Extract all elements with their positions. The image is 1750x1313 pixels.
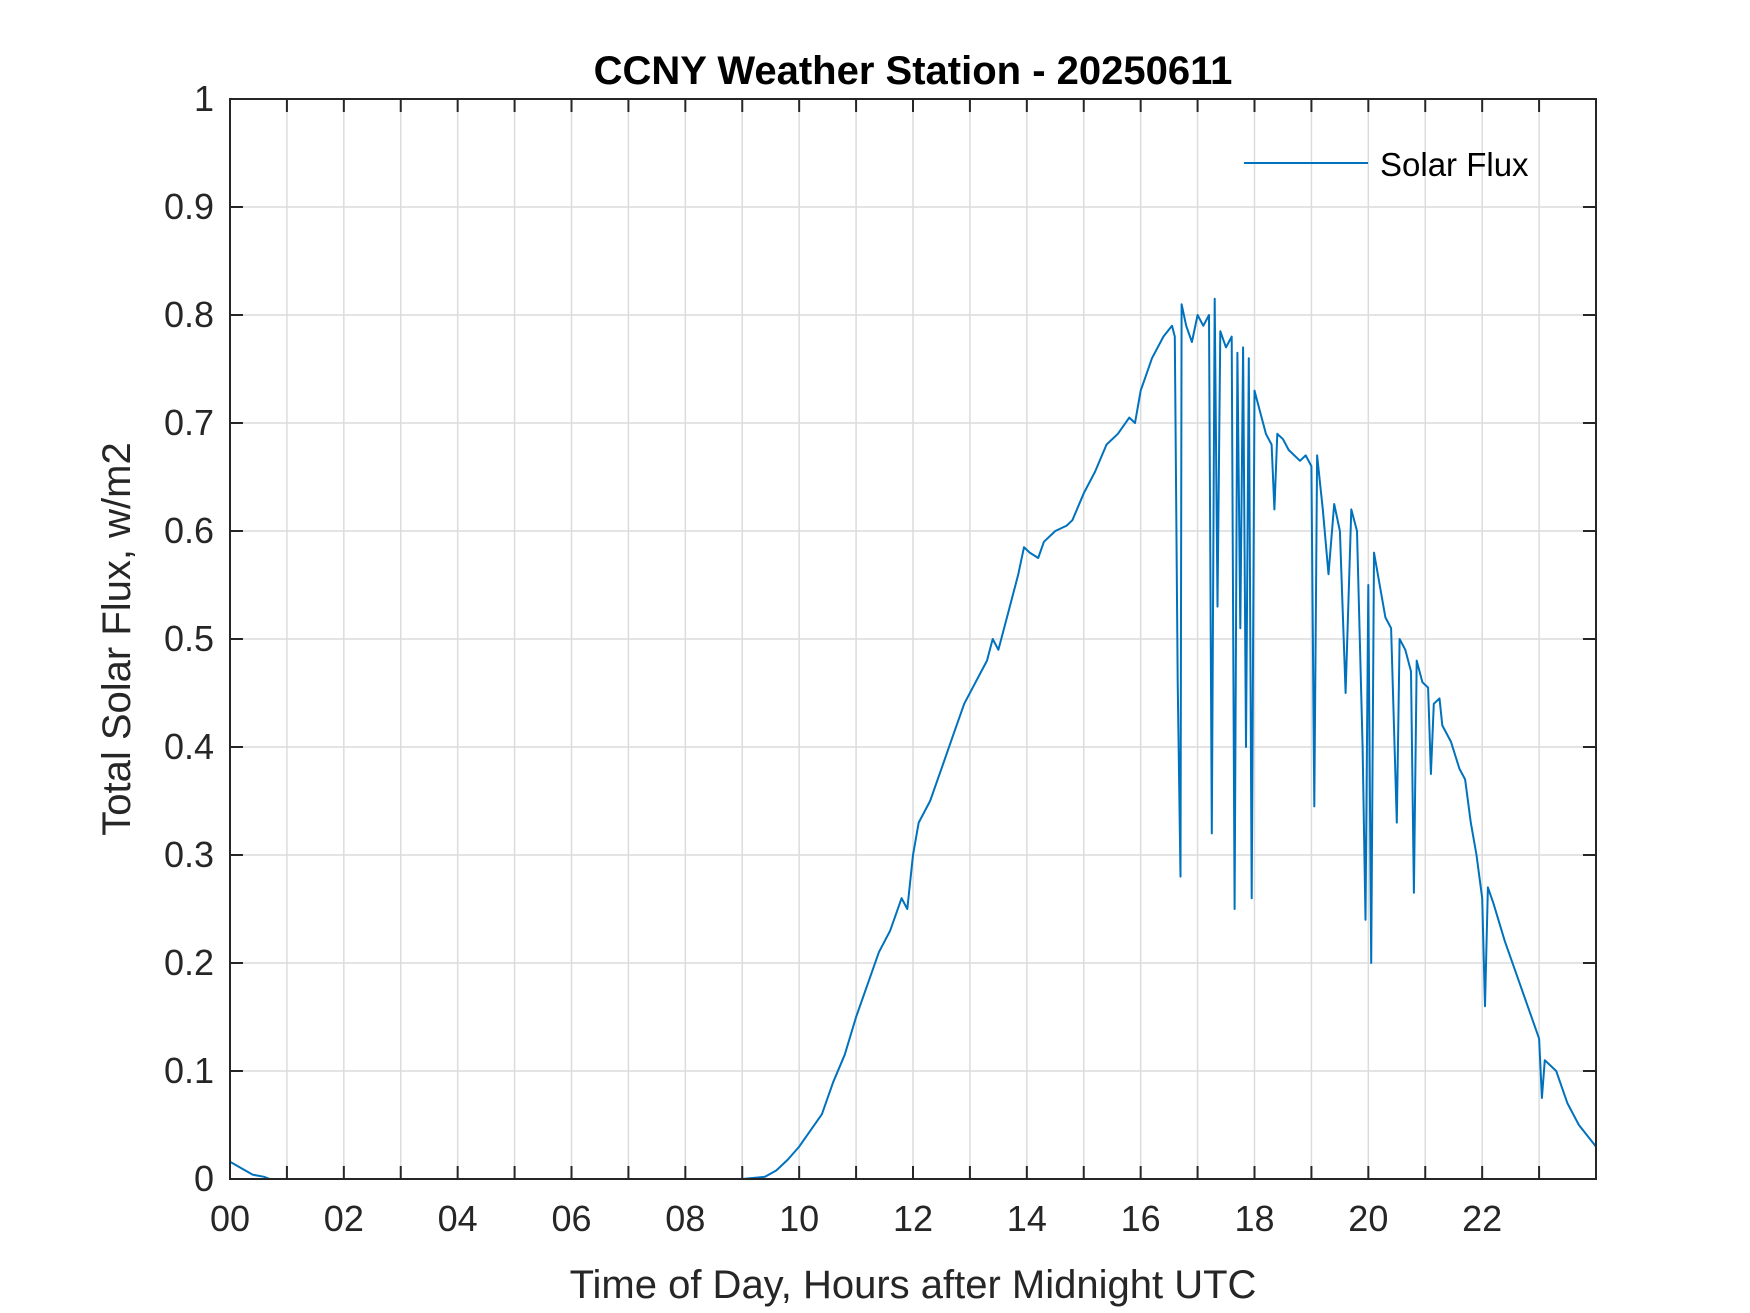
x-tick-label: 20 bbox=[1348, 1198, 1388, 1239]
y-tick-label: 0.1 bbox=[164, 1050, 214, 1091]
x-tick-label: 12 bbox=[893, 1198, 933, 1239]
x-axis-label: Time of Day, Hours after Midnight UTC bbox=[570, 1263, 1257, 1307]
legend-label-solar-flux: Solar Flux bbox=[1380, 146, 1529, 183]
y-axis-label: Total Solar Flux, w/m2 bbox=[95, 442, 139, 835]
ticks bbox=[229, 98, 1597, 1180]
chart-title: CCNY Weather Station - 20250611 bbox=[594, 49, 1233, 93]
x-tick-label: 04 bbox=[438, 1198, 478, 1239]
y-tick-label: 0.6 bbox=[164, 510, 214, 551]
x-tick-label: 00 bbox=[210, 1198, 250, 1239]
x-tick-label: 08 bbox=[665, 1198, 705, 1239]
y-tick-label: 0 bbox=[194, 1158, 214, 1199]
x-tick-label: 10 bbox=[779, 1198, 819, 1239]
legend: Solar Flux bbox=[1244, 146, 1529, 183]
x-tick-labels: 00 02 04 06 08 10 12 14 16 18 20 22 bbox=[210, 1198, 1502, 1239]
series-layer bbox=[229, 297, 1597, 1180]
x-tick-label: 22 bbox=[1462, 1198, 1502, 1239]
y-tick-label: 0.8 bbox=[164, 294, 214, 335]
y-tick-label: 0.3 bbox=[164, 834, 214, 875]
grid bbox=[230, 99, 1596, 1179]
y-tick-label: 0.9 bbox=[164, 186, 214, 227]
x-tick-label: 18 bbox=[1234, 1198, 1274, 1239]
y-tick-label: 1 bbox=[194, 78, 214, 119]
y-tick-label: 0.4 bbox=[164, 726, 214, 767]
x-tick-label: 06 bbox=[551, 1198, 591, 1239]
x-tick-label: 14 bbox=[1007, 1198, 1047, 1239]
y-tick-labels: 0 0.1 0.2 0.3 0.4 0.5 0.6 0.7 0.8 0.9 1 bbox=[164, 78, 214, 1199]
series-line-solar-flux bbox=[229, 297, 1597, 1180]
x-tick-label: 16 bbox=[1121, 1198, 1161, 1239]
y-tick-label: 0.5 bbox=[164, 618, 214, 659]
x-tick-label: 02 bbox=[324, 1198, 364, 1239]
y-tick-label: 0.7 bbox=[164, 402, 214, 443]
y-tick-label: 0.2 bbox=[164, 942, 214, 983]
